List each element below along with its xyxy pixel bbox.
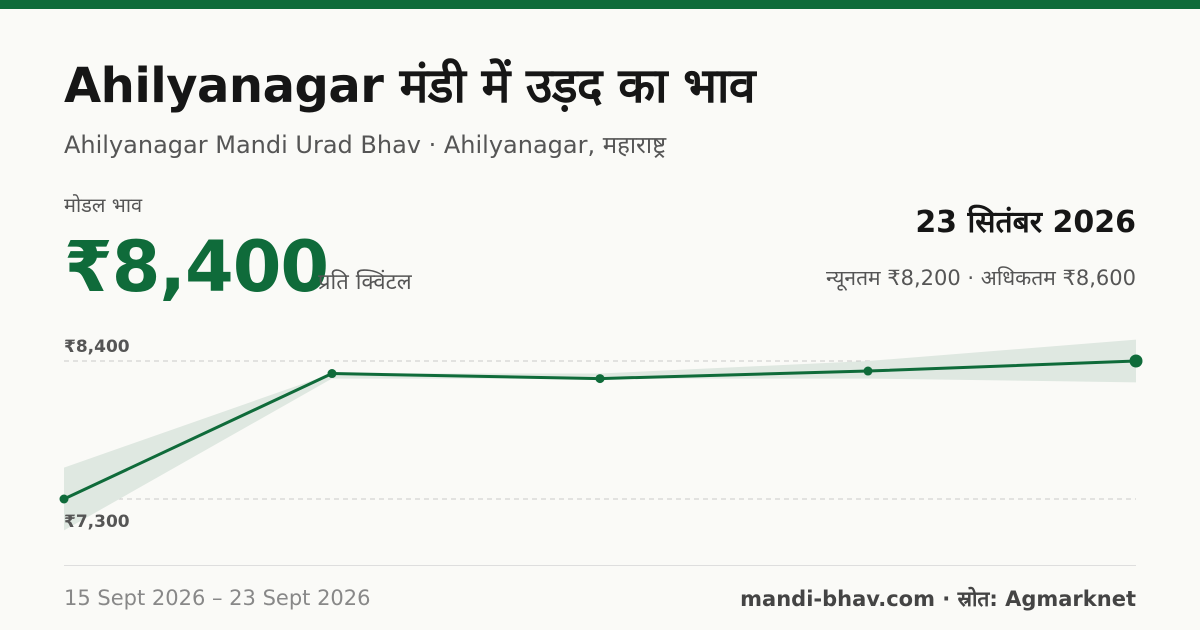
data-point [595,374,605,384]
footer-divider [64,565,1136,566]
price-unit: प्रति क्विंटल [318,270,412,295]
page-subtitle: Ahilyanagar Mandi Urad Bhav · Ahilyanaga… [64,131,667,159]
data-point [863,366,873,376]
y-tick-label: ₹7,300 [64,512,130,532]
modal-price-label: मोडल भाव [64,193,143,217]
data-point [1129,354,1143,368]
modal-price-value: ₹8,400 [64,226,329,308]
page-title: Ahilyanagar मंडी में उड़द का भाव [64,58,756,114]
y-tick-label: ₹8,400 [64,337,130,357]
price-date: 23 सितंबर 2026 [915,205,1136,240]
min-max-range: न्यूनतम ₹8,200 · अधिकतम ₹8,600 [826,266,1136,290]
top-accent-bar [0,0,1200,9]
data-point [327,369,337,379]
data-point [59,494,69,504]
footer-source: mandi-bhav.com · स्रोत: Agmarknet [740,587,1136,611]
footer-date-range: 15 Sept 2026 – 23 Sept 2026 [64,586,371,610]
